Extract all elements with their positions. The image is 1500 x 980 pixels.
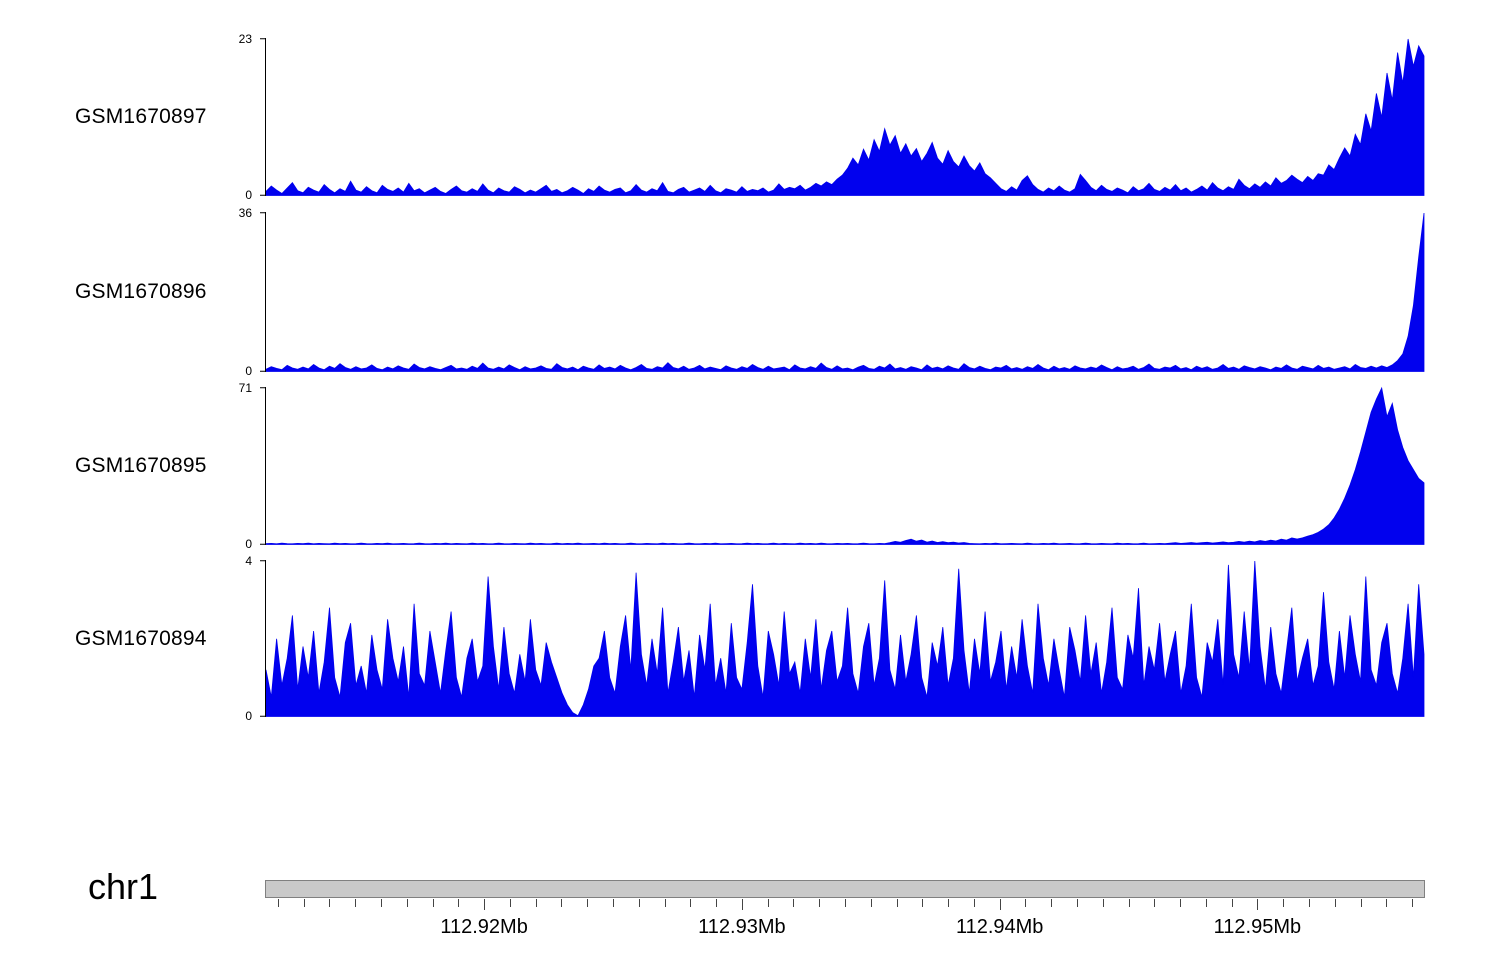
ruler-minor-tick — [793, 899, 795, 907]
ruler-minor-tick — [1154, 899, 1156, 907]
ruler-minor-tick — [819, 899, 821, 907]
track-label: GSM1670896 — [75, 280, 207, 303]
ruler-minor-tick — [277, 899, 279, 907]
ruler-minor-tick — [613, 899, 614, 907]
track-gsm1670897: GSM1670897 23 0 — [0, 33, 1500, 201]
ruler-minor-tick — [406, 899, 408, 907]
ruler-major-tick — [999, 899, 1001, 910]
signal-plot — [260, 38, 1425, 196]
ruler-minor-tick — [1077, 899, 1078, 907]
signal-area — [265, 386, 1425, 545]
ruler-minor-tick — [870, 899, 872, 907]
y-axis-min-label: 0 — [245, 709, 252, 723]
x-axis-tick-label: 112.95Mb — [1213, 916, 1302, 938]
signal-area — [265, 38, 1425, 196]
ruler-minor-tick — [561, 899, 563, 907]
ruler-minor-tick — [716, 899, 718, 907]
ruler-major-tick — [741, 899, 743, 910]
ruler-minor-tick — [1386, 899, 1388, 907]
ruler-minor-tick — [664, 899, 666, 907]
chromosome-name: chr1 — [88, 866, 159, 907]
x-axis-tick-label: 112.94Mb — [955, 916, 1044, 938]
track-label: GSM1670894 — [75, 626, 207, 650]
chromosome-ruler-bar — [265, 880, 1425, 898]
ruler-minor-tick — [509, 899, 511, 907]
ruler-minor-tick — [303, 899, 305, 907]
ruler-minor-tick — [381, 899, 382, 907]
track-label: GSM1670897 — [75, 105, 207, 128]
ruler-minor-tick — [1231, 899, 1233, 907]
ruler-major-tick — [484, 899, 486, 910]
ruler-minor-tick — [845, 899, 846, 907]
ruler-minor-tick — [1051, 899, 1053, 907]
signal-plot — [260, 386, 1425, 545]
track-label: GSM1670895 — [75, 454, 207, 477]
signal-plot — [260, 212, 1425, 372]
y-axis-min-label: 0 — [245, 188, 252, 202]
track-gsm1670894: GSM1670894 4 0 — [0, 555, 1500, 722]
signal-plot — [260, 560, 1425, 717]
ruler-minor-tick — [1025, 899, 1027, 907]
ruler-minor-tick — [458, 899, 460, 907]
ruler-minor-tick — [638, 899, 640, 907]
ruler-minor-tick — [948, 899, 950, 907]
ruler-minor-tick — [1205, 899, 1207, 907]
ruler-minor-tick — [1283, 899, 1285, 907]
ruler-minor-tick — [1412, 899, 1414, 907]
y-axis-max-label: 71 — [238, 381, 252, 395]
track-gsm1670896: GSM1670896 36 0 — [0, 207, 1500, 377]
signal-area — [265, 212, 1425, 372]
ruler-minor-tick — [1334, 899, 1336, 907]
ruler-minor-tick — [355, 899, 357, 907]
ruler-major-tick — [1257, 899, 1259, 910]
ruler-minor-tick — [329, 899, 331, 907]
ruler-minor-tick — [1102, 899, 1104, 907]
ruler-minor-tick — [432, 899, 434, 907]
y-axis-min-label: 0 — [245, 364, 252, 378]
signal-area — [265, 560, 1425, 717]
ruler-minor-tick — [1128, 899, 1130, 907]
ruler-minor-tick — [1360, 899, 1362, 907]
ruler-minor-tick — [690, 899, 692, 907]
ruler-minor-tick — [896, 899, 898, 907]
ruler-minor-tick — [767, 899, 769, 907]
ruler-minor-tick — [922, 899, 924, 907]
ruler-minor-tick — [973, 899, 975, 907]
ruler-minor-tick — [1180, 899, 1182, 907]
y-axis-max-label: 4 — [245, 554, 252, 568]
track-gsm1670895: GSM1670895 71 0 — [0, 382, 1500, 550]
y-axis-min-label: 0 — [245, 537, 252, 551]
ruler-minor-tick — [1309, 899, 1310, 907]
ruler-minor-tick — [535, 899, 537, 907]
x-axis-tick-label: 112.93Mb — [698, 916, 786, 938]
ruler-minor-tick — [587, 899, 589, 907]
y-axis-max-label: 36 — [238, 206, 252, 220]
y-axis-max-label: 23 — [238, 32, 252, 46]
x-axis-tick-label: 112.92Mb — [440, 916, 528, 938]
